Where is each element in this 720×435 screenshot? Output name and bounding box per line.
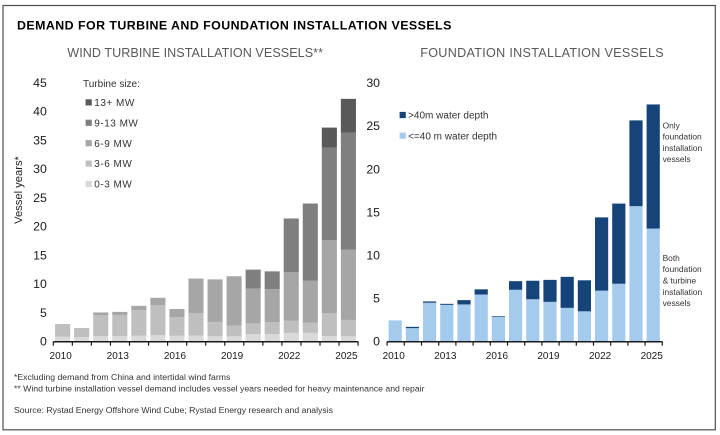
svg-text:5: 5 [373,292,380,306]
svg-text:15: 15 [33,248,47,262]
svg-text:<=40 m water depth: <=40 m water depth [408,131,497,142]
svg-text:10: 10 [33,277,47,291]
svg-text:FOUNDATION INSTALLATION VESSEL: FOUNDATION INSTALLATION VESSELS [420,46,664,60]
svg-text:0: 0 [373,335,380,349]
svg-text:10: 10 [366,249,380,263]
svg-text:& turbine: & turbine [663,276,697,286]
svg-text:2025: 2025 [641,351,664,362]
svg-text:45: 45 [33,76,47,90]
svg-text:vessels: vessels [663,154,691,164]
svg-text:40: 40 [33,105,47,119]
svg-text:installation: installation [663,143,703,153]
svg-text:foundation: foundation [663,264,702,274]
svg-text:2019: 2019 [537,351,560,362]
svg-text:20: 20 [33,220,47,234]
svg-text:0: 0 [40,335,47,349]
svg-text:35: 35 [33,133,47,147]
svg-text:0-3 MW: 0-3 MW [94,180,132,191]
svg-text:installation: installation [663,287,703,297]
svg-text:2013: 2013 [107,351,130,362]
svg-text:2013: 2013 [434,351,457,362]
svg-text:13+ MW: 13+ MW [94,98,135,109]
svg-text:25: 25 [33,191,47,205]
svg-text:Vessel years*: Vessel years* [13,155,25,223]
svg-text:vessels: vessels [663,298,691,308]
svg-text:Only: Only [663,120,681,130]
svg-text:15: 15 [366,205,380,219]
svg-text:30: 30 [33,162,47,176]
svg-text:2016: 2016 [486,351,509,362]
svg-text:foundation: foundation [663,132,702,142]
svg-text:>40m water depth: >40m water depth [408,111,488,122]
svg-text:2022: 2022 [278,351,301,362]
svg-text:2016: 2016 [164,351,187,362]
svg-text:*Excluding demand from China a: *Excluding demand from China and interti… [14,372,231,382]
svg-text:25: 25 [366,119,380,133]
svg-text:30: 30 [366,76,380,90]
svg-text:Both: Both [663,253,681,263]
svg-text:5: 5 [40,306,47,320]
svg-text:WIND TURBINE INSTALLATION VESS: WIND TURBINE INSTALLATION VESSELS** [67,46,323,60]
svg-text:2019: 2019 [221,351,244,362]
svg-text:Turbine size:: Turbine size: [83,79,140,90]
svg-text:2025: 2025 [335,351,358,362]
svg-text:20: 20 [366,162,380,176]
svg-text:Source: Rystad Energy Offshore: Source: Rystad Energy Offshore Wind Cube… [14,405,334,415]
svg-text:9-13 MW: 9-13 MW [94,118,138,129]
svg-text:2022: 2022 [589,351,612,362]
svg-text:6-9 MW: 6-9 MW [94,139,132,150]
svg-text:2010: 2010 [383,351,406,362]
svg-text:DEMAND FOR TURBINE AND FOUNDAT: DEMAND FOR TURBINE AND FOUNDATION INSTAL… [17,19,452,33]
svg-text:2010: 2010 [50,351,73,362]
svg-text:** Wind turbine installation v: ** Wind turbine installation vessel dema… [14,384,425,394]
svg-text:3-6 MW: 3-6 MW [94,159,132,170]
